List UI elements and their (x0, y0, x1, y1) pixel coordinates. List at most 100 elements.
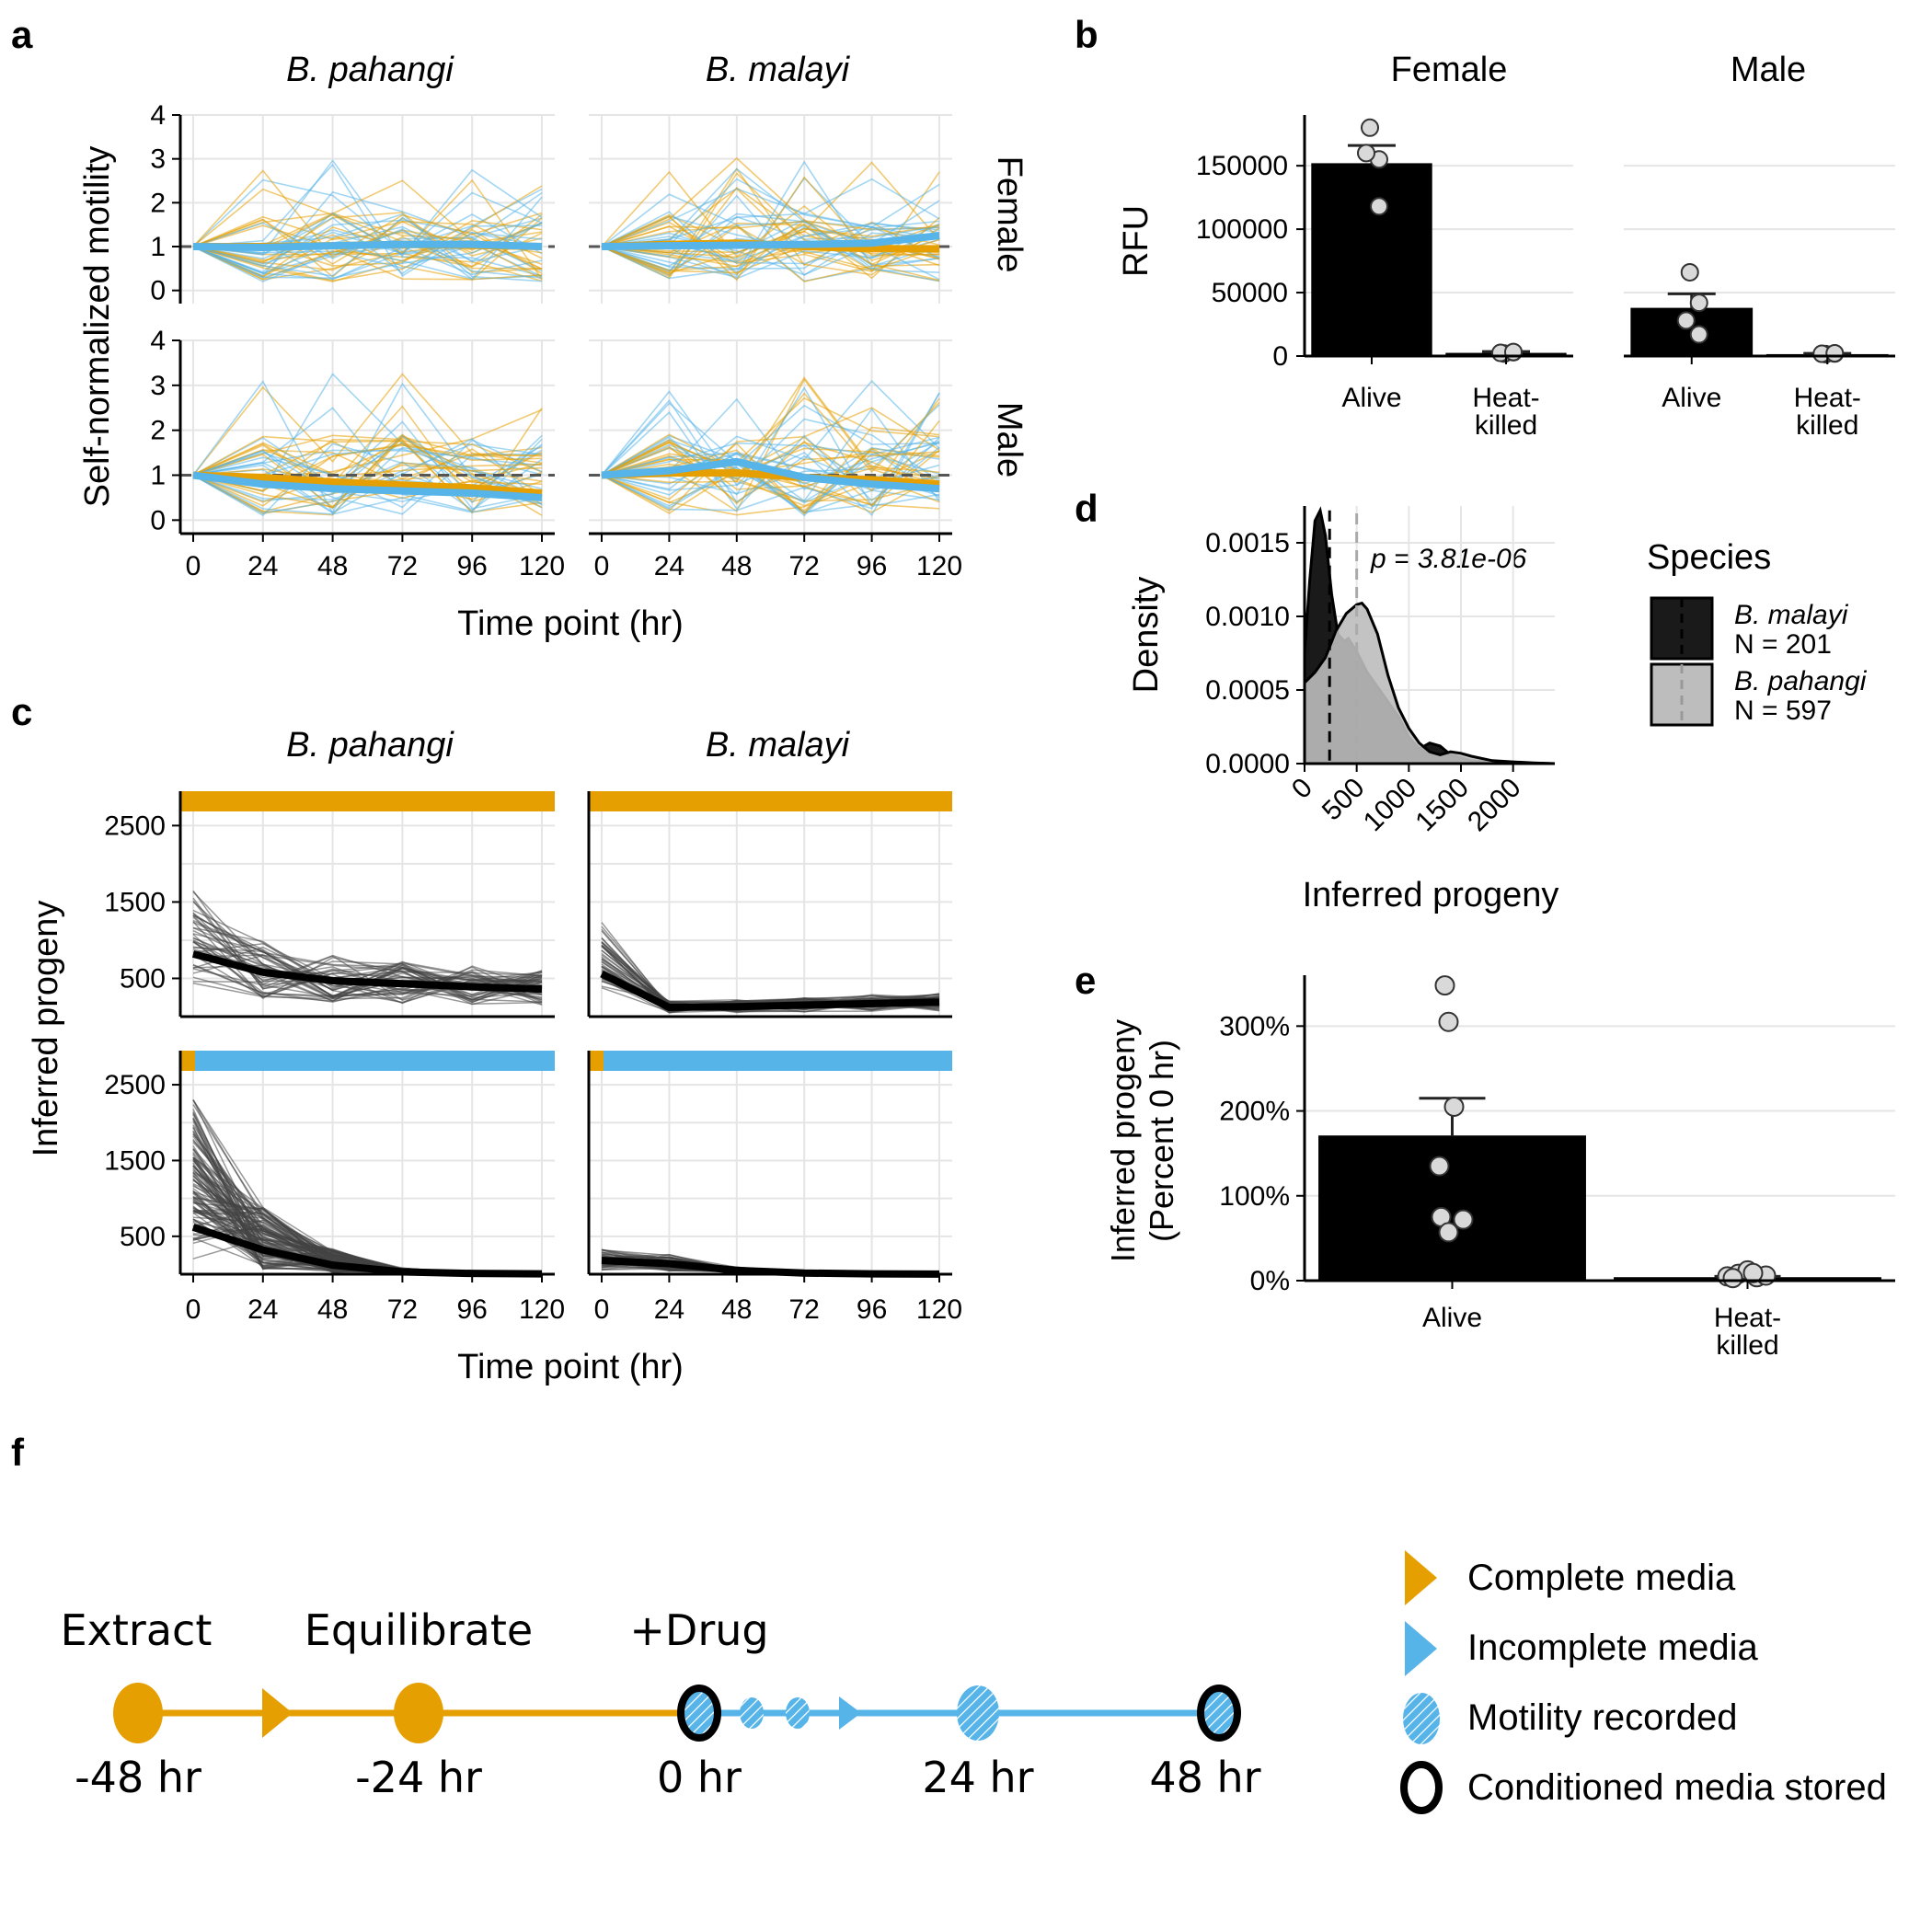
panel-c-col-title-0: B. pahangi (286, 726, 454, 765)
panel-a-mean-incomplete (601, 457, 940, 493)
panel-a-mean-incomplete (192, 240, 543, 251)
panel-e-x-label-1: killed (1716, 1330, 1778, 1361)
panel-a-trace (192, 217, 543, 281)
panel-a-trace (601, 213, 940, 282)
timeline-node-motility-2 (786, 1697, 810, 1729)
panel-c-x-tick-label: 120 (519, 1294, 565, 1325)
panel-b-point (1825, 343, 1845, 362)
panel-d-y-tick-label: 0.0015 (1205, 528, 1290, 558)
panel-b-group-title-0: Female (1391, 51, 1508, 89)
panel-a-trace (601, 176, 940, 282)
panel-c-y-tick-label: 2500 (104, 811, 166, 841)
panel-a-y-tick-label: 2 (150, 416, 166, 446)
panel-a-trace (601, 170, 940, 262)
panel-e-point (1434, 975, 1455, 996)
panel-e-bar (1318, 1135, 1586, 1282)
panel-a-x-tick-label: 0 (594, 551, 610, 581)
panel-b-point (1676, 311, 1696, 330)
timeline-label-equilibrate: Equilibrate (305, 1605, 533, 1655)
panel-a-trace (601, 407, 940, 512)
panel-a-trace (192, 443, 543, 517)
panel-b-y-tick-label: 150000 (1196, 151, 1288, 181)
panel-b-point (1370, 197, 1388, 216)
panel-b-x-label-1: killed (1796, 410, 1858, 441)
panel-c-media-bar-complete (180, 1051, 195, 1071)
panel-e-x-label-0: Heat- (1714, 1303, 1781, 1333)
panel-a-mean-complete (192, 471, 543, 498)
panel-a-row-title-0: Female (990, 156, 1029, 273)
panel-c-facet-3: 0 24 48 72 96 120 (587, 1051, 962, 1325)
panel-c-mean (191, 950, 543, 994)
panel-c-x-tick-label: 0 (186, 1294, 201, 1325)
panel-a-trace (192, 373, 543, 477)
panel-b-facet-1: Alive Heat-killed (1624, 165, 1895, 441)
panel-c-x-tick-label: 48 (721, 1294, 752, 1325)
timeline-arrow-orange (262, 1688, 293, 1738)
panel-b-point (1689, 293, 1708, 313)
panel-c-media-bar-complete (589, 1051, 604, 1071)
panel-a-row-title-1: Male (990, 402, 1029, 477)
panel-a-facet-3: 0 24 48 72 96 120 (589, 339, 962, 581)
panel-e-ylabel: Inferred progeny (1104, 1019, 1142, 1262)
legend-motility-icon (1403, 1693, 1440, 1744)
panel-b-point (1680, 262, 1699, 282)
legend-complete-media-icon (1405, 1550, 1437, 1605)
panel-a-x-tick-label: 24 (654, 551, 684, 581)
panel-a-trace (192, 224, 543, 270)
timeline-node-48hr (1197, 1685, 1241, 1742)
panel-d-x-tick-label: 1500 (1409, 773, 1475, 838)
panel-letter-b: b (1075, 13, 1098, 56)
panel-b-y-tick-label: 100000 (1196, 214, 1288, 245)
panel-a-x-tick-label: 48 (317, 551, 348, 581)
timeline-label-extract: Extract (61, 1605, 213, 1655)
timeline-node-extract (113, 1683, 163, 1743)
legend-label-1: B. pahangi (1734, 666, 1868, 696)
panel-c-facet-2: 500 1500 2500 0 24 48 72 96 120 (104, 1051, 565, 1325)
panel-a-trace (601, 436, 940, 480)
panel-c-x-tick-label: 72 (387, 1294, 418, 1325)
panel-c-media-bar-complete (180, 791, 555, 811)
panel-a-trace (192, 435, 543, 502)
panel-a-trace (192, 434, 543, 508)
timeline-label-m24: -24 hr (355, 1753, 482, 1802)
panel-a-facet-1 (589, 114, 952, 304)
panel-a-trace (192, 168, 543, 257)
panel-b-facet-0: Alive Heat-killed (1305, 118, 1573, 441)
panel-a-trace (192, 474, 543, 515)
panel-c-y-tick-label: 500 (120, 963, 166, 994)
panel-b-bar (1311, 163, 1432, 356)
panel-letter-d: d (1075, 487, 1098, 530)
legend-n-1: N = 597 (1734, 696, 1832, 726)
legend-n-0: N = 201 (1734, 629, 1832, 660)
panel-d-y-tick-label: 0.0000 (1205, 749, 1290, 779)
panel-a-trace (601, 392, 940, 512)
panel-b-group-title-1: Male (1731, 51, 1806, 89)
panel-a-trace (601, 440, 940, 503)
panel-c-x-tick-label: 0 (594, 1294, 610, 1325)
panel-a-trace (192, 382, 543, 514)
panel-c-y-tick-label: 1500 (104, 1145, 166, 1176)
panel-a-x-tick-label: 48 (721, 551, 752, 581)
panel-letter-e: e (1075, 959, 1096, 1002)
panel-a-ylabel: Self-normalized motility (78, 146, 117, 508)
panel-letter-f: f (11, 1431, 25, 1474)
timeline-node-0hr (677, 1685, 721, 1742)
panel-d-density: Density Inferred progeny p = 3.81e-06 Sp… (1127, 506, 1868, 914)
panel-c-x-tick-label: 24 (247, 1294, 278, 1325)
panel-c-col-title-1: B. malayi (706, 726, 851, 765)
panel-a-trace (192, 450, 543, 512)
panel-a-trace (601, 178, 940, 247)
panel-a-trace (601, 224, 940, 254)
panel-f-timeline: Extract Equilibrate +Drug -48 hr -24 hr … (61, 1550, 1887, 1814)
legend-complete-media-label: Complete media (1467, 1558, 1736, 1598)
panel-a-trace (192, 436, 543, 509)
panel-c-y-tick-label: 500 (120, 1222, 166, 1252)
panel-a-y-tick-label: 2 (150, 188, 166, 218)
panel-c-facet-0: 500 1500 2500 (104, 791, 555, 1018)
panel-e-point (1453, 1209, 1474, 1230)
panel-b-point (1689, 325, 1708, 344)
panel-a-trace (192, 196, 543, 280)
panel-b-point (1504, 342, 1523, 362)
panel-e-point (1438, 1222, 1459, 1243)
